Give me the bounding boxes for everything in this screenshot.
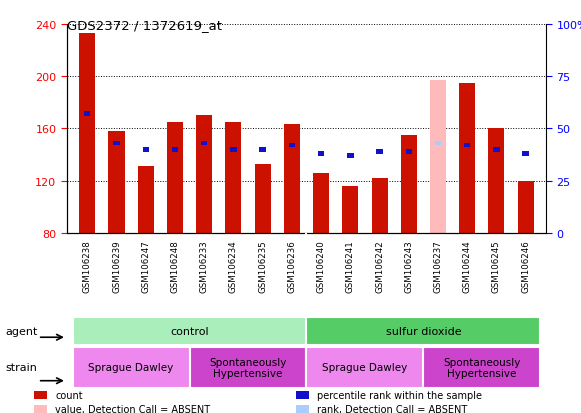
Bar <box>406 150 412 154</box>
Bar <box>109 132 124 233</box>
Text: Sprague Dawley: Sprague Dawley <box>88 363 174 373</box>
Bar <box>79 34 95 233</box>
Bar <box>493 147 500 152</box>
Bar <box>401 135 417 233</box>
Bar <box>201 141 207 146</box>
Text: GSM106246: GSM106246 <box>521 240 530 292</box>
Bar <box>230 147 236 152</box>
Text: GSM106248: GSM106248 <box>170 240 180 292</box>
Text: control: control <box>170 326 209 336</box>
Bar <box>260 147 266 152</box>
Bar <box>73 347 189 388</box>
Text: GSM106242: GSM106242 <box>375 240 384 292</box>
Bar <box>318 152 324 157</box>
Text: GSM106243: GSM106243 <box>404 240 413 292</box>
Text: GSM106235: GSM106235 <box>258 240 267 292</box>
Text: GSM106247: GSM106247 <box>141 240 150 292</box>
Bar <box>424 347 540 388</box>
Bar <box>307 347 424 388</box>
Bar <box>142 147 149 152</box>
Bar <box>296 391 309 399</box>
Bar <box>84 112 91 117</box>
Bar <box>225 123 242 233</box>
Bar <box>196 116 212 233</box>
Text: GSM106237: GSM106237 <box>433 240 443 292</box>
Bar <box>313 173 329 233</box>
Bar <box>464 143 471 148</box>
Text: Spontaneously
Hypertensive: Spontaneously Hypertensive <box>443 357 521 378</box>
Bar <box>518 181 534 233</box>
Bar <box>167 123 183 233</box>
Bar <box>284 125 300 233</box>
Bar <box>459 83 475 233</box>
Text: GSM106241: GSM106241 <box>346 240 355 292</box>
Bar <box>296 405 309 413</box>
Bar <box>307 317 540 345</box>
Text: GSM106239: GSM106239 <box>112 240 121 292</box>
Bar <box>113 141 120 146</box>
Text: Sprague Dawley: Sprague Dawley <box>322 363 407 373</box>
Text: GSM106236: GSM106236 <box>288 240 296 292</box>
Text: GSM106234: GSM106234 <box>229 240 238 292</box>
Bar <box>376 150 383 154</box>
Bar <box>522 152 529 157</box>
Bar <box>73 317 307 345</box>
Bar <box>172 147 178 152</box>
Bar <box>347 154 353 159</box>
Bar <box>289 143 295 148</box>
Bar <box>189 347 307 388</box>
Text: GSM106244: GSM106244 <box>462 240 472 292</box>
Bar <box>435 141 441 146</box>
Text: GDS2372 / 1372619_at: GDS2372 / 1372619_at <box>67 19 222 31</box>
Bar <box>254 164 271 233</box>
Bar <box>342 186 358 233</box>
Text: value, Detection Call = ABSENT: value, Detection Call = ABSENT <box>55 404 210 413</box>
Text: agent: agent <box>6 326 38 336</box>
Bar <box>138 167 154 233</box>
Text: Spontaneously
Hypertensive: Spontaneously Hypertensive <box>209 357 286 378</box>
Text: GSM106238: GSM106238 <box>83 240 92 292</box>
Bar <box>489 129 504 233</box>
Bar <box>430 81 446 233</box>
Text: count: count <box>55 390 83 400</box>
Text: GSM106245: GSM106245 <box>492 240 501 292</box>
Text: sulfur dioxide: sulfur dioxide <box>386 326 461 336</box>
Text: rank, Detection Call = ABSENT: rank, Detection Call = ABSENT <box>317 404 467 413</box>
Text: GSM106240: GSM106240 <box>317 240 325 292</box>
Bar <box>34 405 48 413</box>
Text: strain: strain <box>6 363 38 373</box>
Text: GSM106233: GSM106233 <box>200 240 209 292</box>
Text: percentile rank within the sample: percentile rank within the sample <box>317 390 482 400</box>
Bar <box>371 178 388 233</box>
Bar <box>34 391 48 399</box>
